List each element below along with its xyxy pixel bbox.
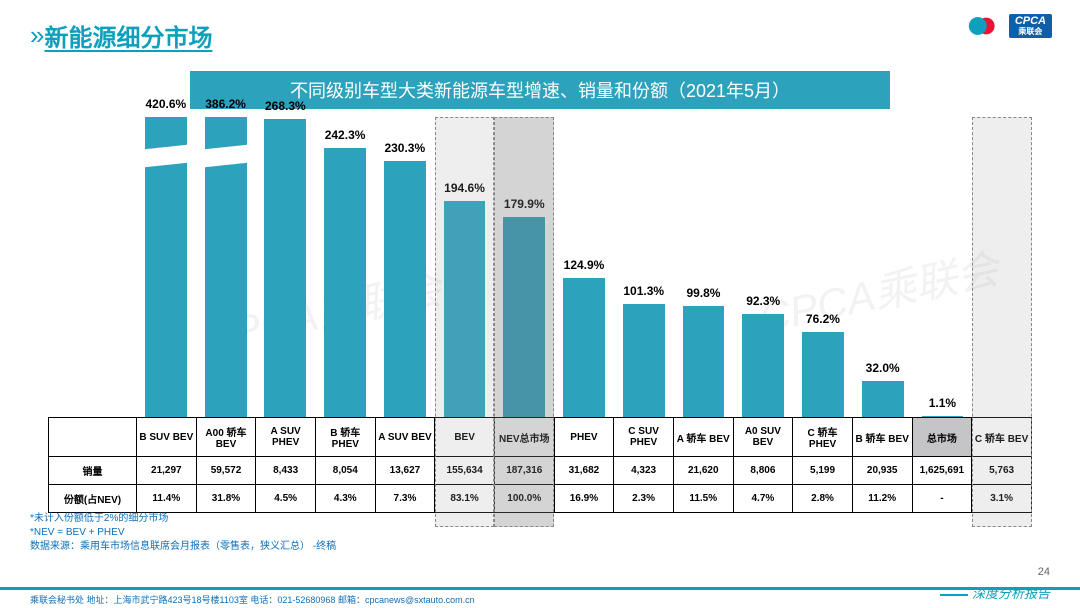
bar-cell: 1.1% [913, 117, 973, 417]
bar: 32.0% [862, 381, 904, 417]
bar-cell: 420.6% [136, 117, 196, 417]
table-row-header: 份额(占NEV) [49, 485, 137, 513]
bar-cell: 76.2% [793, 117, 853, 417]
footer-right: 深度分析报告 [940, 583, 1050, 602]
bar: 92.3% [742, 314, 784, 417]
bar: 268.3% [264, 119, 306, 417]
bar-cell: 124.9% [554, 117, 614, 417]
bar: 420.6% [145, 117, 187, 417]
bar: 76.2% [802, 332, 844, 417]
bar-cell: 99.8% [674, 117, 734, 417]
table-cell: B SUV BEV [137, 418, 197, 457]
table-cell: 21,620 [673, 457, 733, 485]
table-row-header: 销量 [49, 457, 137, 485]
footer-divider [0, 587, 1080, 590]
bar-value-label: 99.8% [686, 286, 720, 300]
bar-value-label: 242.3% [325, 128, 366, 142]
table-cell: 11.4% [137, 485, 197, 513]
bar-value-label: 1.1% [929, 396, 956, 410]
table-cell: 4.5% [256, 485, 316, 513]
table-cell: A0 SUV BEV [733, 418, 793, 457]
highlight-band [972, 117, 1032, 527]
table-cell: 4,323 [614, 457, 674, 485]
table-cell: 8,806 [733, 457, 793, 485]
table-cell: 8,433 [256, 457, 316, 485]
table-cell: A 轿车 BEV [673, 418, 733, 457]
cada-logo-icon [961, 12, 1003, 40]
footer-left: 乘联会秘书处 地址：上海市武宁路423号18号楼1103室 电话：021-526… [30, 593, 475, 606]
table-cell: 8,054 [315, 457, 375, 485]
bar-value-label: 124.9% [564, 258, 605, 272]
footnote-line: 数据来源：乘用车市场信息联席会月报表（零售表，狭义汇总） -终稿 [30, 540, 336, 554]
bar-value-label: 101.3% [623, 284, 664, 298]
logo-corner: CPCA 乘联会 [961, 12, 1052, 40]
bar: 242.3% [324, 148, 366, 417]
cpca-logo-sub: 乘联会 [1015, 28, 1046, 36]
table-cell: 4.7% [733, 485, 793, 513]
bar-value-label: 32.0% [866, 361, 900, 375]
page-title: 新能源细分市场 [44, 18, 212, 53]
table-cell: B 轿车 PHEV [315, 418, 375, 457]
table-cell: 7.3% [375, 485, 435, 513]
table-cell: 31.8% [196, 485, 256, 513]
chevron-icon: » [30, 20, 38, 51]
footnote-line: *未计入份额低于2%的细分市场 [30, 512, 336, 526]
table-cell: - [912, 485, 972, 513]
cpca-logo-top: CPCA [1015, 15, 1046, 27]
bar-value-label: 268.3% [265, 99, 306, 113]
table-cell: 59,572 [196, 457, 256, 485]
bar-value-label: 230.3% [384, 141, 425, 155]
bar-cell: 230.3% [375, 117, 435, 417]
table-cell: 2.8% [793, 485, 853, 513]
bar-value-label: 420.6% [146, 97, 187, 111]
table-cell: C SUV PHEV [614, 418, 674, 457]
bar: 230.3% [384, 161, 426, 417]
footnotes: *未计入份额低于2%的细分市场*NEV = BEV + PHEV数据来源：乘用车… [30, 512, 336, 554]
table-cell: 4.3% [315, 485, 375, 513]
table-row-header [49, 418, 137, 457]
table-cell: B 轿车 BEV [852, 418, 912, 457]
bar-cell: 242.3% [315, 117, 375, 417]
page-number: 24 [1038, 566, 1050, 578]
cpca-logo: CPCA 乘联会 [1009, 14, 1052, 38]
table-cell: 11.2% [852, 485, 912, 513]
bar-value-label: 92.3% [746, 294, 780, 308]
table-cell: 16.9% [554, 485, 614, 513]
table-cell: 21,297 [137, 457, 197, 485]
table-cell: 5,199 [793, 457, 853, 485]
table-cell: A SUV BEV [375, 418, 435, 457]
table-cell: PHEV [554, 418, 614, 457]
table-cell: 20,935 [852, 457, 912, 485]
table-cell: 11.5% [673, 485, 733, 513]
footnote-line: *NEV = BEV + PHEV [30, 526, 336, 540]
table-cell: A SUV PHEV [256, 418, 316, 457]
highlight-band [435, 117, 495, 527]
table-cell: 2.3% [614, 485, 674, 513]
bar-cell: 101.3% [614, 117, 674, 417]
bar: 101.3% [623, 304, 665, 417]
table-cell: 31,682 [554, 457, 614, 485]
table-cell: A00 轿车 BEV [196, 418, 256, 457]
bar-value-label: 76.2% [806, 312, 840, 326]
bar-value-label: 386.2% [205, 97, 246, 111]
bar-cell: 32.0% [853, 117, 913, 417]
slide: CPCA乘联会 CPCA乘联会 » 新能源细分市场 CPCA 乘联会 不同级别车… [0, 0, 1080, 608]
table-cell: C 轿车 PHEV [793, 418, 853, 457]
bar: 1.1% [922, 416, 964, 417]
bar: 124.9% [563, 278, 605, 417]
bar-cell: 268.3% [255, 117, 315, 417]
table-cell: 总市场 [912, 418, 972, 457]
bar-cell: 92.3% [733, 117, 793, 417]
bar: 386.2% [205, 117, 247, 417]
table-cell: 13,627 [375, 457, 435, 485]
header: » 新能源细分市场 [0, 0, 1080, 53]
highlight-band [494, 117, 554, 527]
bar-chart: 420.6%386.2%268.3%242.3%230.3%194.6%179.… [48, 117, 1032, 417]
bar: 99.8% [683, 306, 725, 417]
table-cell: 1,625,691 [912, 457, 972, 485]
bar-cell: 386.2% [196, 117, 256, 417]
